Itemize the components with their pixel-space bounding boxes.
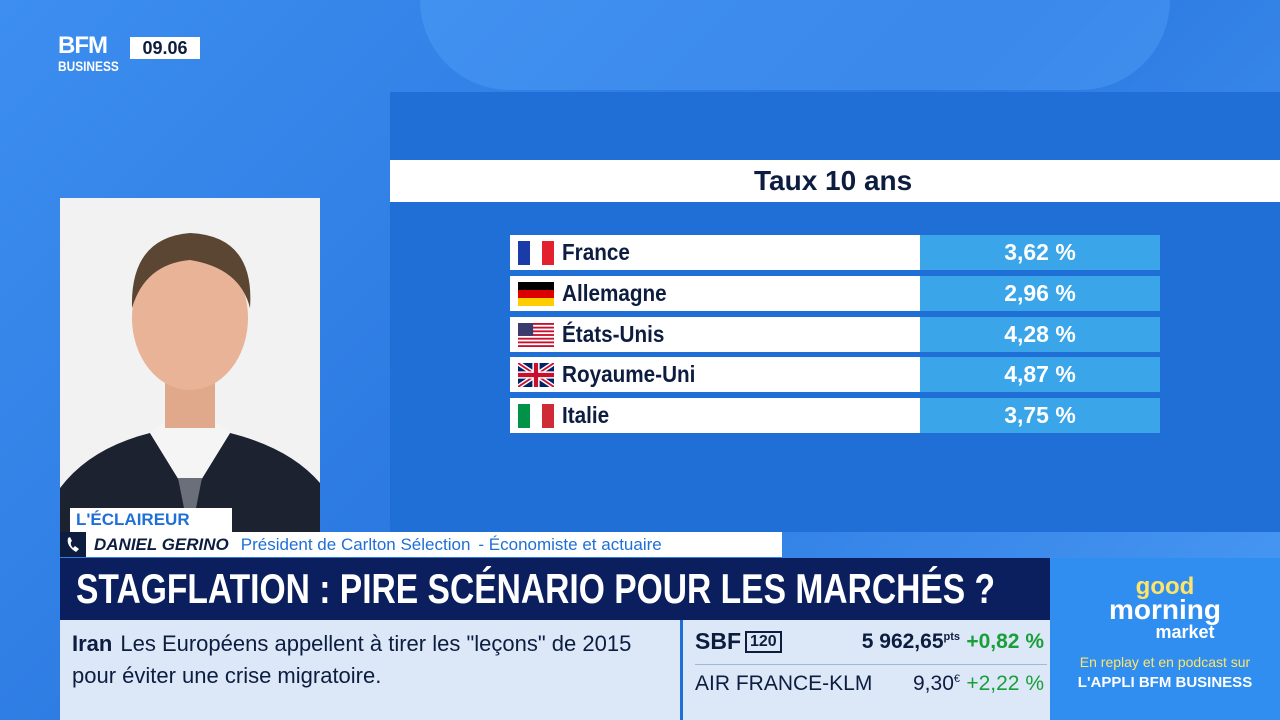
logo-text: BUSINESS — [58, 58, 119, 74]
flag — [518, 403, 554, 428]
value: 9,30 — [913, 672, 954, 695]
guest-photo — [60, 198, 320, 532]
ticker-text: Les Européens appellent à tirer les "leç… — [72, 631, 632, 688]
flag — [518, 240, 554, 265]
logo: BFM BUSINESS — [58, 32, 126, 80]
index-name: SBF — [695, 628, 741, 654]
decor — [420, 0, 1170, 90]
index-badge: 120 — [745, 630, 782, 653]
unit: € — [953, 673, 960, 685]
guest-role: - Économiste et actuaire — [478, 534, 662, 554]
guest-name: DANIEL GERINO — [94, 534, 229, 554]
table-row: Italie — [510, 398, 920, 433]
table-row: France — [510, 235, 920, 270]
country: Allemagne — [562, 280, 667, 306]
flag — [518, 322, 554, 347]
market-value: 9,30€ — [913, 672, 960, 696]
promo-title: morning — [1109, 594, 1221, 625]
guest-role: Président de Carlton Sélection — [240, 534, 471, 554]
country: France — [562, 239, 630, 265]
rate: 4,28 % — [920, 317, 1160, 352]
unit: pts — [943, 631, 961, 643]
market-change: +2,22 % — [966, 672, 1044, 695]
table-title: Taux 10 ans — [754, 165, 913, 196]
rate: 4,87 % — [920, 357, 1160, 392]
logo-text: BFM — [58, 32, 108, 59]
phone-icon — [60, 532, 86, 557]
flag — [518, 281, 554, 306]
promo-sub: L'APPLI BFM BUSINESS — [1077, 674, 1253, 691]
promo-sub: En replay et en podcast sur — [1079, 654, 1251, 670]
headline: STAGFLATION : PIRE SCÉNARIO POUR LES MAR… — [76, 565, 996, 612]
ticker-topic: Iran — [72, 631, 113, 656]
market-change: +0,82 % — [966, 630, 1044, 653]
value: 5 962,65 — [861, 630, 944, 653]
headline-bar: STAGFLATION : PIRE SCÉNARIO POUR LES MAR… — [60, 558, 1050, 620]
show-tag: L'ÉCLAIREUR — [70, 508, 232, 532]
stock-name: AIR FRANCE-KLM — [695, 672, 873, 695]
table-panel — [390, 92, 1280, 532]
rate: 3,62 % — [920, 235, 1160, 270]
table-row: Royaume-Uni — [510, 357, 920, 392]
clock: 09.06 — [130, 37, 200, 59]
country: États-Unis — [562, 321, 665, 347]
promo-box: good morning market En replay et en podc… — [1050, 558, 1280, 720]
news-ticker: Iran Les Européens appellent à tirer les … — [60, 620, 680, 720]
market-value: 5 962,65pts — [862, 630, 960, 654]
flag — [518, 362, 554, 387]
name-bar: DANIEL GERINO Président de Carlton Sélec… — [60, 532, 782, 557]
promo-title: good — [1135, 573, 1195, 600]
country: Royaume-Uni — [562, 361, 696, 387]
rate: 3,75 % — [920, 398, 1160, 433]
table-row: États-Unis — [510, 317, 920, 352]
promo-title: market — [1155, 622, 1215, 642]
table-title-bar: Taux 10 ans — [390, 160, 1280, 202]
country: Italie — [562, 402, 610, 428]
market-ticker: SBF 120 5 962,65pts +0,82 % AIR FRANCE-KL… — [680, 620, 1050, 720]
rate: 2,96 % — [920, 276, 1160, 311]
table-row: Allemagne — [510, 276, 920, 311]
